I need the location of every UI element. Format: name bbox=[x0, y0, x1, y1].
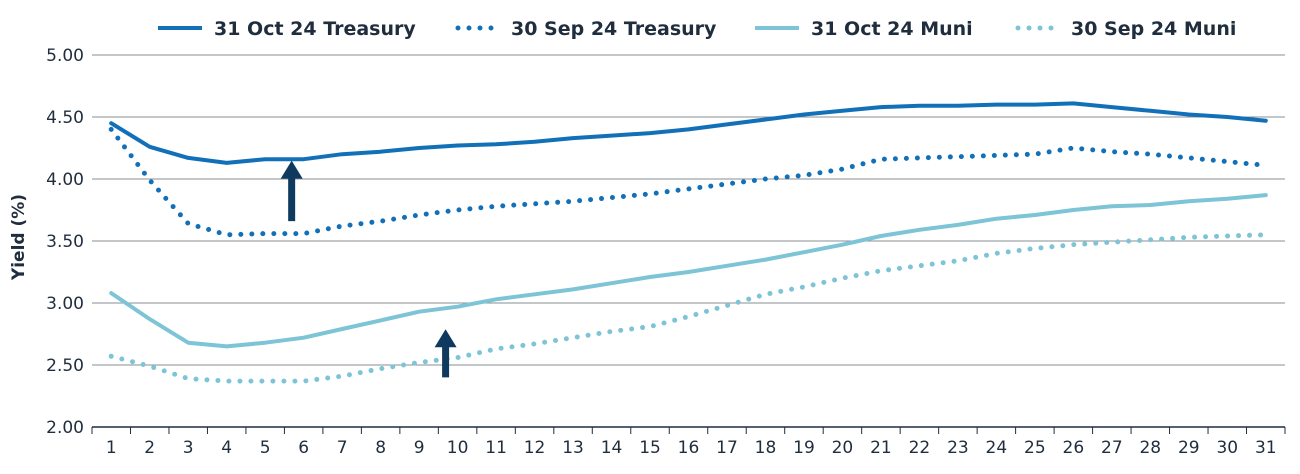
x-tick-label: 12 bbox=[524, 438, 546, 458]
x-tick-label: 21 bbox=[870, 438, 892, 458]
x-tick-label: 17 bbox=[716, 438, 738, 458]
x-tick-label: 5 bbox=[260, 438, 271, 458]
x-tick-label: 18 bbox=[755, 438, 777, 458]
x-tick-label: 4 bbox=[221, 438, 232, 458]
y-tick-label: 2.50 bbox=[46, 356, 84, 376]
x-tick-label: 10 bbox=[447, 438, 469, 458]
annotation-arrow-head bbox=[280, 160, 303, 179]
legend-label: 31 Oct 24 Treasury bbox=[214, 18, 416, 40]
series-line-30-sep-24-muni bbox=[108, 232, 1269, 384]
chart-legend: 31 Oct 24 Treasury 30 Sep 24 Treasury 31 O… bbox=[158, 18, 1236, 40]
x-tick-label: 6 bbox=[298, 438, 309, 458]
x-tick-label: 2 bbox=[144, 438, 155, 458]
y-tick-label: 4.00 bbox=[46, 170, 84, 190]
series-line-31-oct-24-muni bbox=[109, 193, 1268, 349]
annotation-arrow-head bbox=[434, 329, 457, 348]
x-tick-label: 31 bbox=[1255, 438, 1277, 458]
x-tick-label: 8 bbox=[375, 438, 386, 458]
legend-label: 31 Oct 24 Muni bbox=[811, 18, 973, 40]
y-axis-title: Yield (%) bbox=[9, 194, 29, 281]
legend-label: 30 Sep 24 Muni bbox=[1071, 18, 1236, 40]
x-tick-label: 20 bbox=[832, 438, 854, 458]
series-line-30-sep-24-treasury bbox=[108, 126, 1269, 238]
y-tick-label: 3.00 bbox=[46, 294, 84, 314]
x-tick-label: 27 bbox=[1101, 438, 1123, 458]
y-tick-label: 4.50 bbox=[46, 108, 84, 128]
x-tick-label: 23 bbox=[947, 438, 969, 458]
x-tick-label: 14 bbox=[601, 438, 623, 458]
x-tick-label: 29 bbox=[1178, 438, 1200, 458]
x-tick-label: 11 bbox=[485, 438, 507, 458]
x-tick-label: 25 bbox=[1024, 438, 1046, 458]
x-tick-label: 16 bbox=[678, 438, 700, 458]
x-tick-label: 24 bbox=[986, 438, 1008, 458]
x-tick-label: 13 bbox=[562, 438, 584, 458]
x-tick-label: 1 bbox=[106, 438, 117, 458]
y-tick-label: 2.00 bbox=[46, 418, 84, 438]
x-tick-label: 22 bbox=[909, 438, 931, 458]
y-tick-label: 3.50 bbox=[46, 232, 84, 252]
x-tick-label: 3 bbox=[183, 438, 194, 458]
x-tick-label: 26 bbox=[1063, 438, 1085, 458]
annotation-arrows bbox=[280, 160, 457, 378]
x-tick-label: 9 bbox=[414, 438, 425, 458]
series-lines bbox=[108, 101, 1269, 384]
x-tick-label: 28 bbox=[1139, 438, 1161, 458]
x-tick-label: 19 bbox=[793, 438, 815, 458]
x-axis: 1 2 3 4 5 6 7 8 9 10 11 12 13 14 15 16 17 18 19 20 21 22 23 24 2… bbox=[91, 426, 1286, 458]
y-tick-label: 5.00 bbox=[46, 46, 84, 66]
x-tick-label: 7 bbox=[337, 438, 348, 458]
x-tick-label: 30 bbox=[1216, 438, 1238, 458]
legend-label: 30 Sep 24 Treasury bbox=[511, 18, 717, 40]
y-axis-ticks: 2.00 2.50 3.00 3.50 4.00 4.50 5.00 bbox=[46, 46, 84, 438]
series-line-31-oct-24-treasury bbox=[109, 101, 1268, 165]
x-tick-label: 15 bbox=[639, 438, 661, 458]
